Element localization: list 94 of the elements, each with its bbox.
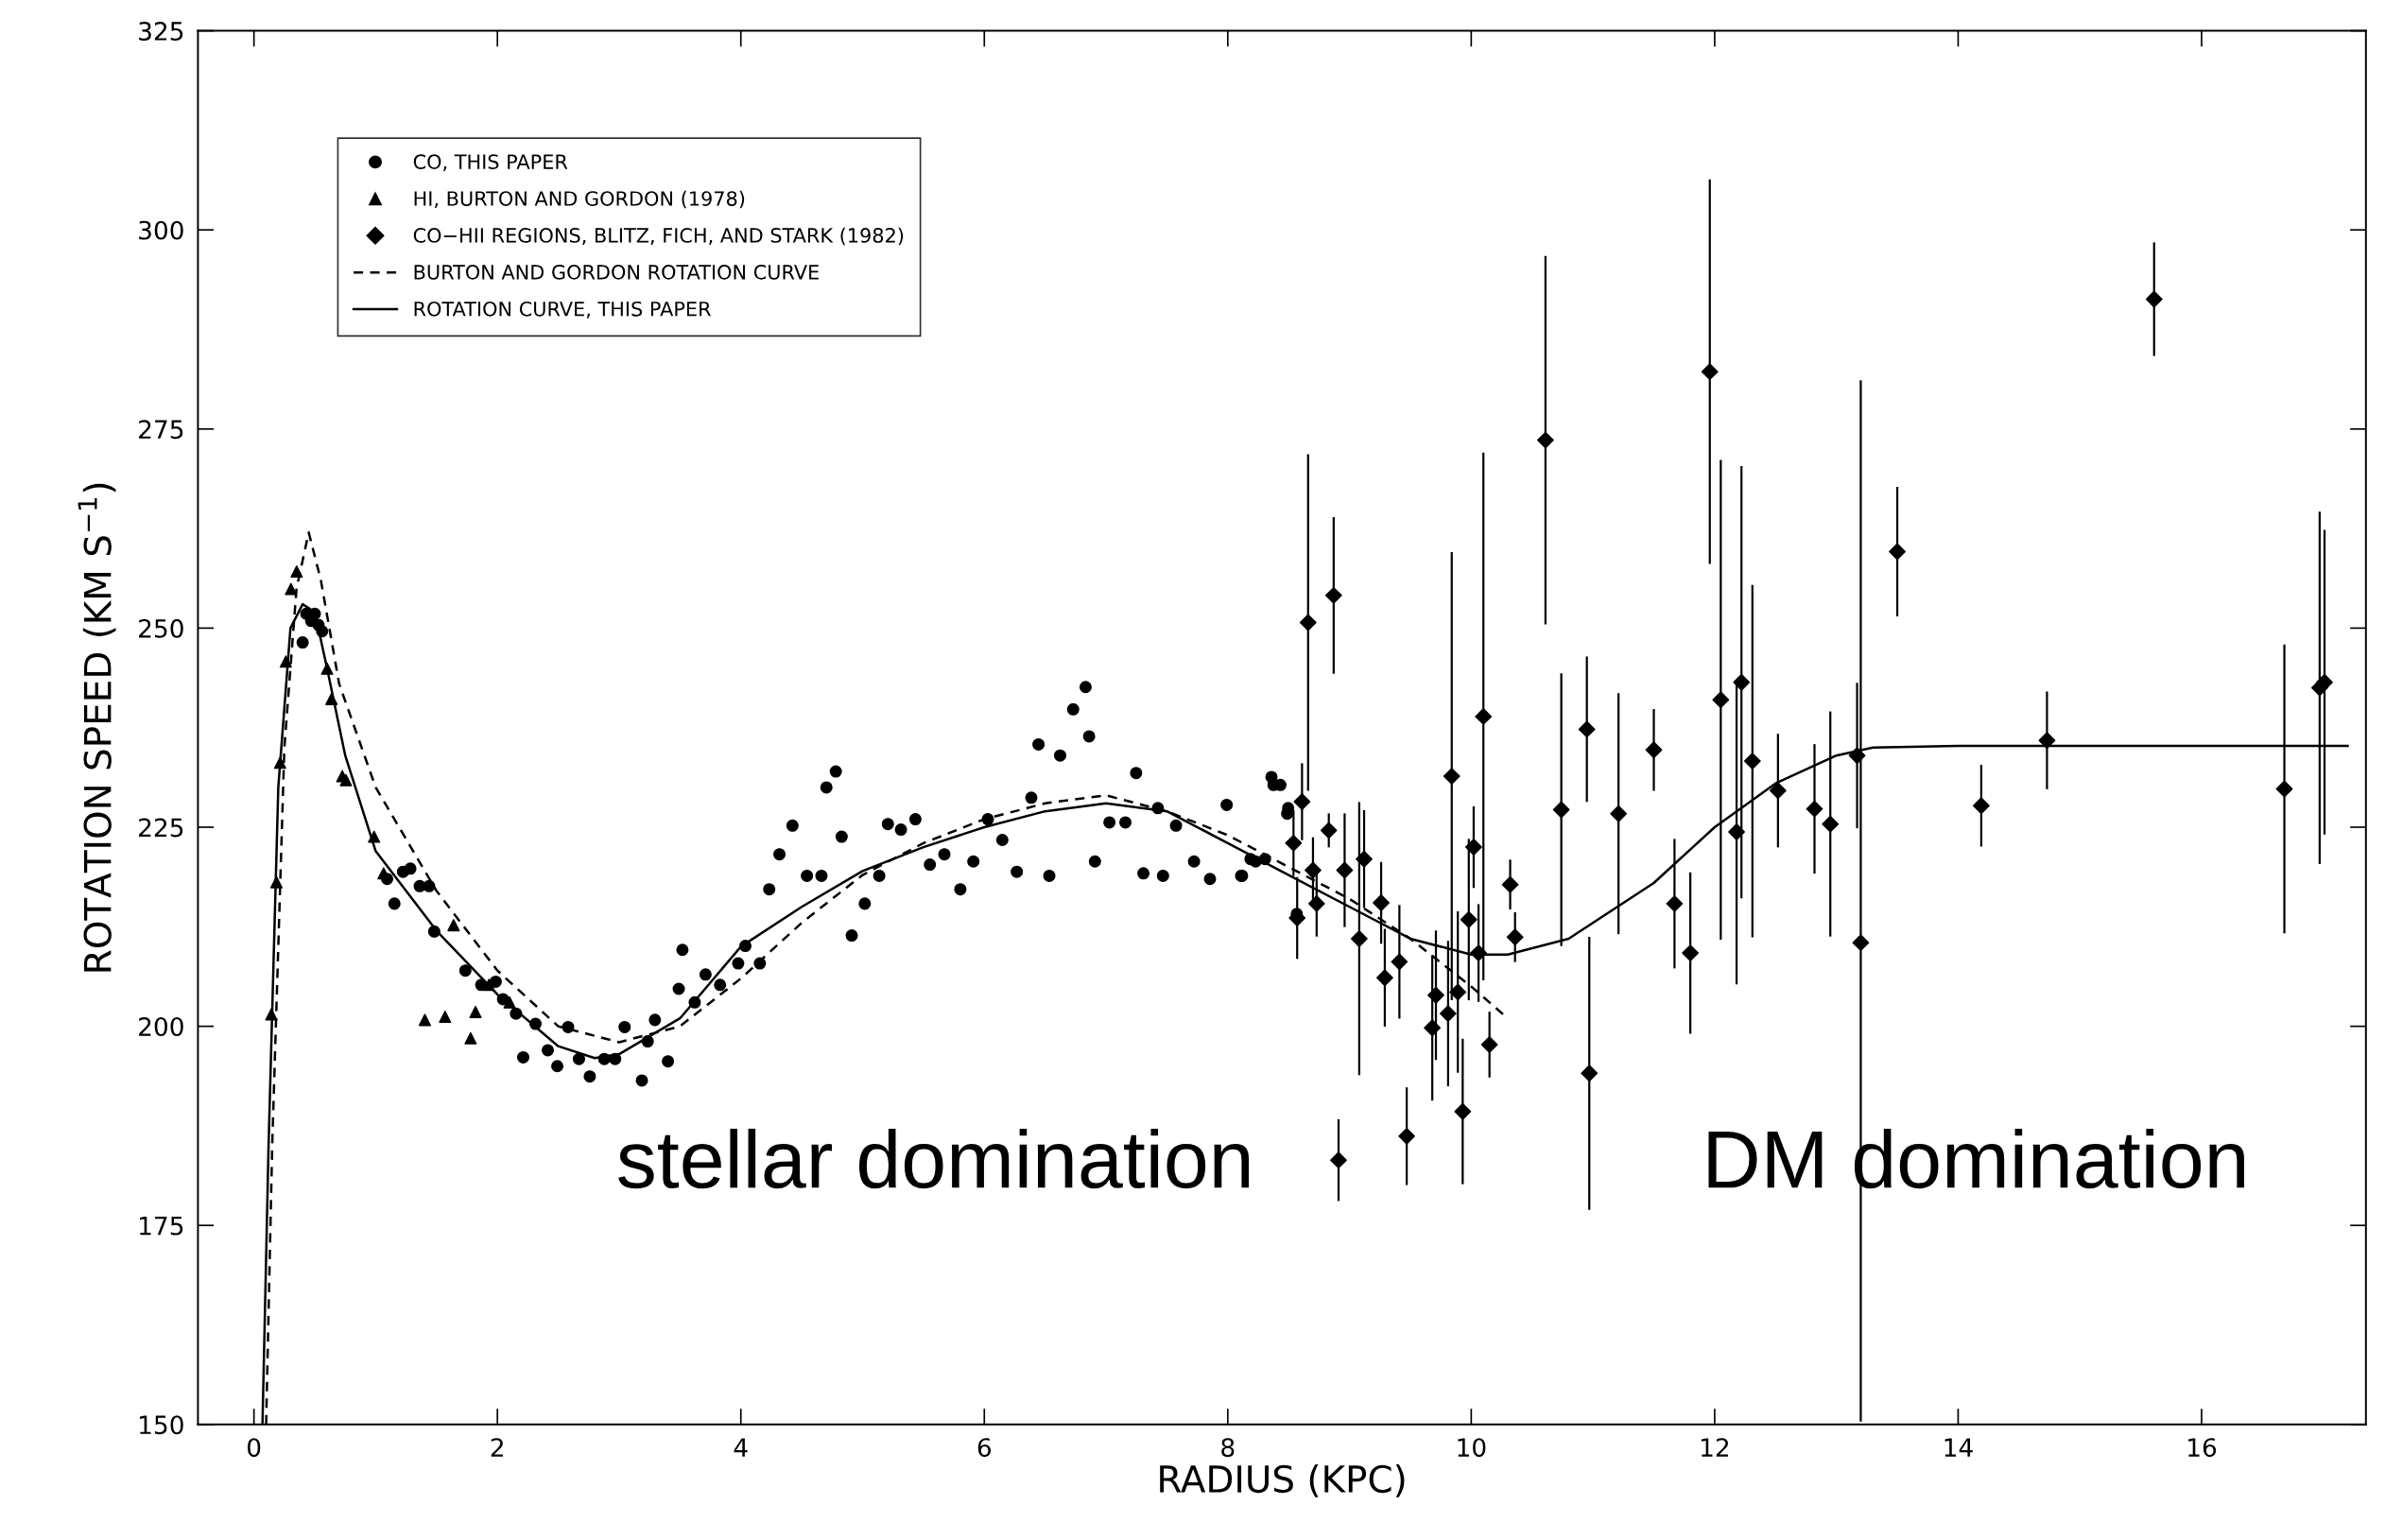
point [1743, 753, 1761, 770]
point [1449, 983, 1467, 1001]
point [1475, 707, 1493, 725]
point [1356, 850, 1373, 868]
point [1769, 782, 1787, 800]
point [1822, 815, 1840, 833]
y-tick-label: 325 [139, 22, 183, 41]
point [447, 919, 460, 932]
legend-label: BURTON AND GORDON ROTATION CURVE [414, 264, 819, 280]
point [1307, 894, 1325, 912]
x-tick-label: 16 [2188, 1438, 2217, 1458]
legend-label: ROTATION CURVE, THIS PAPER [414, 301, 711, 319]
point [1305, 861, 1322, 879]
point [325, 692, 338, 705]
y-tick-label: 200 [139, 1017, 183, 1037]
point [368, 830, 381, 843]
point [1427, 986, 1444, 1004]
point [1728, 823, 1745, 840]
point [1610, 805, 1628, 822]
point [1299, 614, 1317, 632]
point [1391, 953, 1409, 971]
point [1972, 797, 1990, 815]
point [339, 773, 353, 787]
legend-label: CO, THIS PAPER [413, 154, 568, 172]
y-tick-label: 150 [140, 1415, 183, 1435]
point [2316, 673, 2333, 691]
point [290, 565, 303, 579]
point [1424, 1019, 1442, 1037]
point [2145, 290, 2163, 308]
x-tick-label: 12 [1702, 1438, 1729, 1457]
point [320, 662, 334, 675]
point [1373, 894, 1390, 911]
point [279, 655, 292, 668]
point [1285, 834, 1303, 852]
point [1439, 1005, 1457, 1023]
point [1330, 1151, 1347, 1169]
point [1506, 928, 1524, 946]
point [418, 1013, 431, 1027]
point [1806, 800, 1823, 818]
point [1324, 586, 1342, 604]
y-axis-title: ROTATION SPEED (KM S$^{−1}$) [78, 483, 116, 972]
point [1682, 944, 1700, 962]
point [1460, 910, 1478, 928]
point [2275, 780, 2293, 798]
point [2038, 732, 2056, 750]
x-tick-label: 6 [977, 1438, 991, 1458]
point [1536, 431, 1554, 449]
x-tick-label: 14 [1944, 1438, 1973, 1457]
point [1889, 543, 1906, 561]
point [1578, 720, 1596, 738]
y-tick-label: 225 [139, 818, 183, 838]
point [285, 582, 298, 596]
point [1376, 969, 1393, 987]
point [1470, 944, 1487, 962]
y-tick-label: 175 [140, 1217, 183, 1236]
point [1293, 793, 1311, 810]
legend-label: CO−HII REGIONS, BLITZ, FICH, AND STARK (1982) [413, 227, 904, 246]
point [1733, 673, 1751, 691]
x-tick-label: 2 [491, 1438, 503, 1457]
point [1465, 839, 1482, 856]
point [1712, 691, 1730, 709]
x-tick-label: 10 [1458, 1438, 1486, 1458]
point [482, 978, 495, 992]
point [1454, 1102, 1472, 1120]
x-axis-title: RADIUS (KPC) [1160, 1464, 1405, 1497]
point [1852, 934, 1870, 952]
point [1581, 1064, 1599, 1082]
point [469, 1005, 482, 1018]
point [1645, 741, 1663, 759]
point [1701, 363, 1719, 381]
point [503, 995, 516, 1009]
x-tick-label: 4 [734, 1438, 748, 1457]
point [439, 1010, 452, 1024]
legend-label: HI, BURTON AND GORDON (1978) [414, 190, 745, 209]
point [1552, 801, 1570, 819]
x-tick-label: 0 [247, 1438, 261, 1458]
point [1320, 822, 1338, 839]
y-tick-label: 300 [139, 220, 183, 240]
point [464, 1031, 477, 1045]
y-tick-label: 275 [139, 420, 183, 440]
point [1398, 1127, 1416, 1145]
point [269, 875, 283, 889]
point [1336, 861, 1354, 879]
point [1350, 930, 1368, 947]
point [1501, 875, 1519, 893]
x-tick-label: 8 [1221, 1438, 1235, 1458]
annotation: stellar domination [618, 1128, 1250, 1189]
point [273, 756, 286, 770]
point [1666, 894, 1684, 912]
point [1848, 747, 1866, 765]
y-tick-label: 250 [139, 618, 183, 638]
point [265, 1008, 278, 1021]
point [1443, 768, 1460, 786]
point [1480, 1036, 1498, 1053]
